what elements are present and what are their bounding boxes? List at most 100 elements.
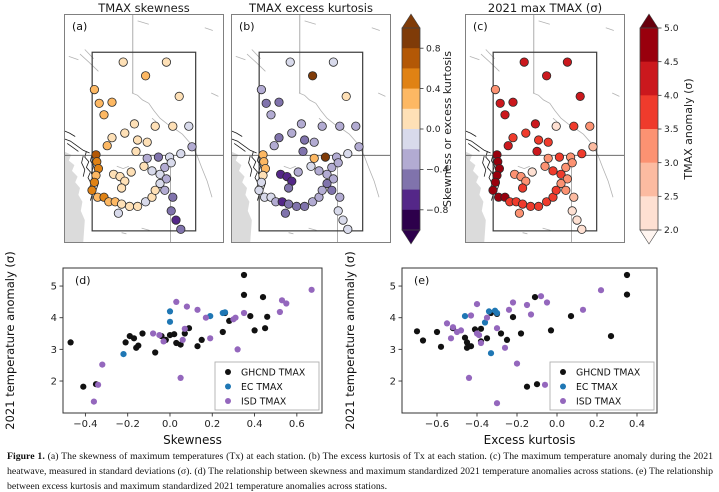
colorbar-tick-label: 3.0: [664, 158, 679, 169]
station-dot: [285, 57, 295, 67]
station-dot: [534, 201, 544, 211]
colorbar-tick-label: 0.4: [426, 84, 441, 95]
river-line: [68, 56, 79, 61]
scatter-point: [177, 374, 184, 381]
scatter-point: [477, 339, 485, 347]
station-dot: [542, 197, 552, 207]
station-dot: [94, 98, 104, 108]
map-panel-a-skewness: (a): [63, 14, 224, 243]
scatter-point: [219, 328, 226, 336]
station-dot: [147, 166, 157, 176]
y-tick-label: 4: [390, 313, 396, 324]
colorbar-tick-label: −0.8: [426, 205, 448, 216]
colorbar-segment: [402, 189, 420, 211]
panel-letter-label: (e): [414, 274, 429, 287]
station-dot: [335, 121, 345, 131]
station-dot: [155, 169, 165, 179]
scatter-point: [90, 398, 97, 405]
colorbar-segment: [402, 149, 420, 170]
station-dot: [166, 158, 176, 168]
legend-entry-label: GHCND TMAX: [241, 367, 306, 378]
scatter-point: [531, 294, 539, 301]
colorbar-axis-label: Skewness or excess kurtosis: [441, 51, 454, 207]
scatter-point: [135, 342, 142, 349]
station-dot: [572, 215, 582, 225]
scatter-point: [461, 334, 469, 341]
station-dot: [551, 121, 561, 131]
river-line: [137, 20, 149, 25]
scatter-point: [541, 381, 549, 388]
scatter-point: [493, 400, 501, 407]
station-dot: [328, 57, 339, 67]
scatter-point: [487, 350, 495, 357]
station-dot: [306, 161, 316, 171]
station-dot: [107, 133, 117, 143]
station-dot: [517, 183, 528, 193]
river-line: [522, 232, 528, 235]
station-dot: [556, 178, 566, 189]
x-tick-label: −0.4: [465, 419, 489, 430]
scatter-point: [623, 291, 631, 298]
scatter-point: [166, 308, 174, 315]
station-dot: [298, 146, 308, 156]
station-dot: [293, 167, 303, 177]
station-dot: [274, 97, 284, 107]
map-b-title: TMAX excess kurtosis: [249, 1, 373, 15]
station-dot: [525, 201, 536, 211]
station-dot: [99, 110, 109, 120]
scatter-point: [173, 298, 180, 305]
scatter-point: [527, 311, 535, 318]
colorbar-segment: [640, 129, 658, 164]
panel-letter-label: (c): [473, 20, 488, 33]
station-dot: [168, 121, 178, 131]
scatter-point: [505, 306, 513, 313]
river-line: [469, 56, 480, 61]
colorbar-axis-label: TMAX anomaly (σ): [682, 78, 695, 180]
scatter-point: [475, 332, 483, 339]
scatter-point: [623, 271, 631, 279]
station-dot: [120, 128, 130, 138]
river-line: [204, 27, 213, 31]
river-line: [308, 227, 317, 231]
legend-entry-label: ISD TMAX: [576, 396, 622, 407]
coastline: [233, 143, 246, 152]
scatter-point: [497, 330, 505, 337]
station-dot: [160, 185, 170, 195]
scatter-point: [262, 325, 269, 332]
scatter-point: [513, 360, 521, 367]
x-tick-label: −0.2: [116, 419, 140, 430]
station-dot: [341, 91, 351, 102]
colorbar-segment: [402, 129, 420, 150]
station-dot: [569, 121, 579, 131]
colorbar-segment: [402, 48, 420, 69]
scatter-point: [278, 297, 286, 304]
map-frame: [231, 14, 391, 243]
station-dot: [176, 149, 186, 159]
scatter-point: [283, 300, 290, 307]
station-dot: [561, 185, 571, 195]
station-dot: [351, 121, 361, 131]
colorbar-segment: [402, 169, 420, 191]
station-dot: [124, 201, 135, 211]
station-dot: [266, 110, 276, 120]
station-dot: [296, 119, 307, 129]
station-dot: [187, 142, 197, 152]
station-dot: [508, 97, 518, 107]
colorbar-tick-label: 2.0: [664, 225, 679, 236]
colorbar-segment: [640, 196, 658, 231]
station-dot: [142, 153, 152, 163]
study-region-box: [258, 51, 364, 232]
station-dot: [300, 201, 310, 211]
scatter-point: [447, 335, 455, 342]
station-dot: [314, 166, 324, 176]
colorbar-tick-label: 5.0: [664, 23, 679, 34]
scatter-point: [276, 308, 283, 316]
scatter-point: [251, 327, 258, 334]
scatter-point: [198, 336, 205, 343]
colorbar-tick-label: −0.4: [426, 165, 448, 176]
y-tick-label: 2: [51, 377, 57, 388]
station-dot: [322, 178, 332, 189]
colorbar-arrow-bottom: [639, 229, 659, 245]
scatter-point: [419, 337, 427, 344]
scatter-point: [130, 335, 138, 342]
